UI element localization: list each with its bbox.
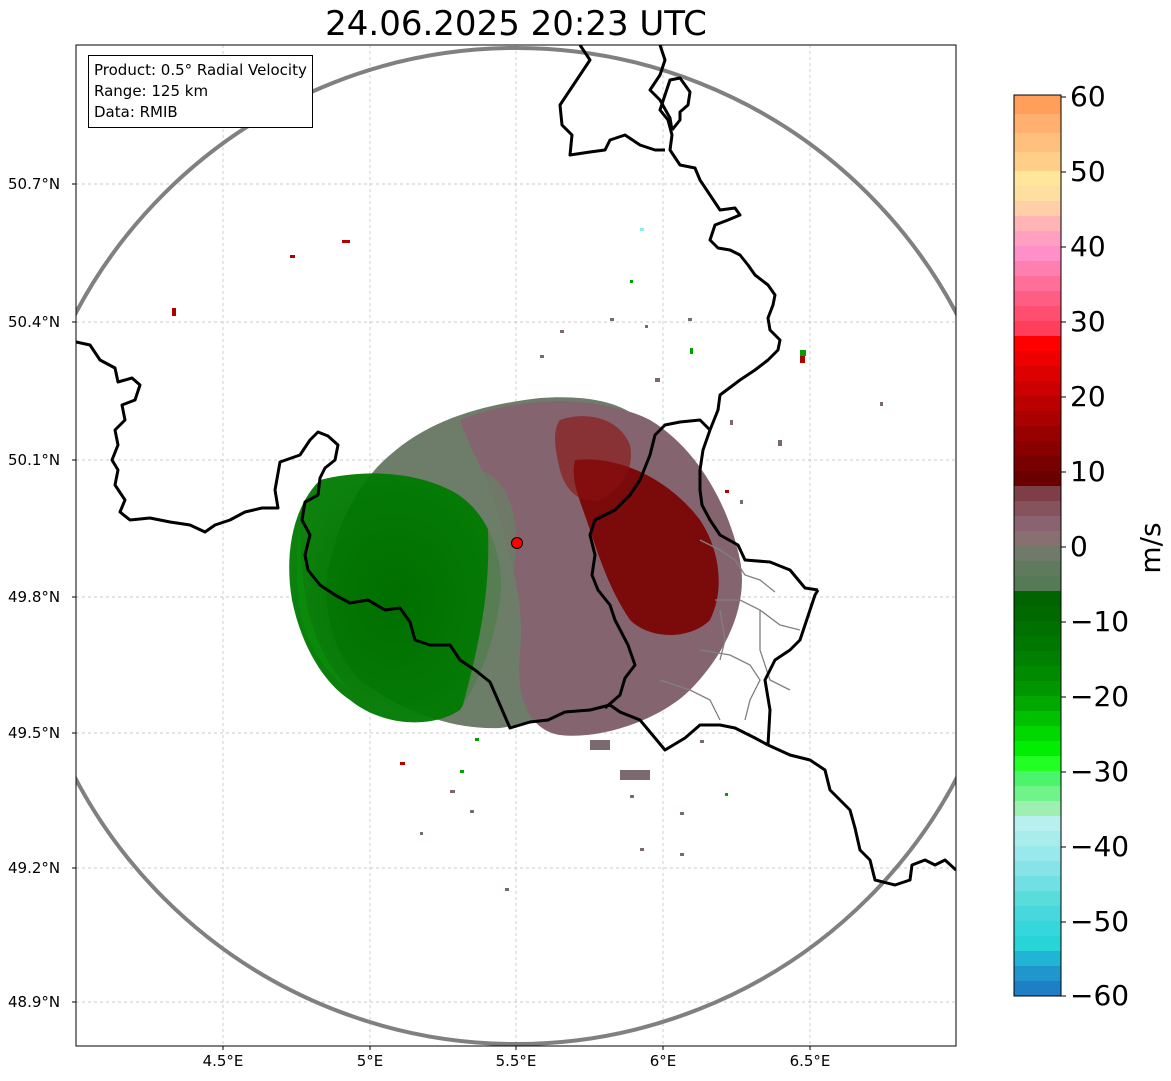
colorbar-tick-label: 50 <box>1070 155 1106 188</box>
lat-label: 49.5°N <box>8 724 61 742</box>
map-title: 24.06.2025 20:23 UTC <box>325 4 707 44</box>
echo-transition <box>460 470 517 720</box>
colorbar-unit-label: m/s <box>1134 522 1167 574</box>
echo-receding-strong <box>573 459 719 635</box>
colorbar-tick-label: −40 <box>1070 830 1130 863</box>
echo-approaching-strong <box>289 473 501 723</box>
velocity-echoes <box>172 228 883 891</box>
echo-speckles-red <box>172 240 805 765</box>
colorbar-tick-label: 60 <box>1070 80 1106 113</box>
info-box: Product: 0.5° Radial Velocity Range: 125… <box>88 55 313 128</box>
lat-label: 50.7°N <box>8 175 61 193</box>
info-product: Product: 0.5° Radial Velocity <box>94 61 307 79</box>
colorbar-tick-label: 20 <box>1070 380 1106 413</box>
colorbar-tick-label: −60 <box>1070 979 1130 1012</box>
lon-label: 6°E <box>649 1052 677 1070</box>
info-range: Range: 125 km <box>94 82 209 100</box>
lon-label: 5.5°E <box>495 1052 537 1070</box>
echo-speckles-green <box>460 280 806 796</box>
colorbar <box>1013 94 1066 997</box>
lat-label: 48.9°N <box>8 993 61 1011</box>
colorbar-tick-label: −50 <box>1070 905 1130 938</box>
echo-receding-weak <box>460 401 742 736</box>
radar-site-marker <box>511 537 523 549</box>
colorbar-tick-label: 0 <box>1070 530 1088 563</box>
lat-label: 50.1°N <box>8 451 61 469</box>
colorbar-tick-label: −20 <box>1070 680 1130 713</box>
info-data-source: Data: RMIB <box>94 103 178 121</box>
lat-label: 49.2°N <box>8 859 61 877</box>
lat-label: 50.4°N <box>8 313 61 331</box>
echo-speck-cyan <box>640 228 644 231</box>
lon-label: 4.5°E <box>202 1052 244 1070</box>
range-ring <box>76 46 956 1046</box>
national-borders <box>76 45 956 887</box>
colorbar-tick-label: 30 <box>1070 305 1106 338</box>
lon-label: 5°E <box>356 1052 384 1070</box>
axis-ticks <box>72 183 811 1050</box>
lat-label: 49.8°N <box>8 588 61 606</box>
echo-receding-strong-2 <box>555 416 631 501</box>
echo-approaching-edge <box>296 520 350 690</box>
lon-label: 6.5°E <box>789 1052 831 1070</box>
colorbar-tick-label: −10 <box>1070 605 1130 638</box>
admin-borders <box>659 539 801 721</box>
colorbar-tick-label: −30 <box>1070 755 1130 788</box>
colorbar-tick-label: 10 <box>1070 455 1106 488</box>
colorbar-tick-label: 40 <box>1070 230 1106 263</box>
echo-speckles <box>420 318 883 891</box>
